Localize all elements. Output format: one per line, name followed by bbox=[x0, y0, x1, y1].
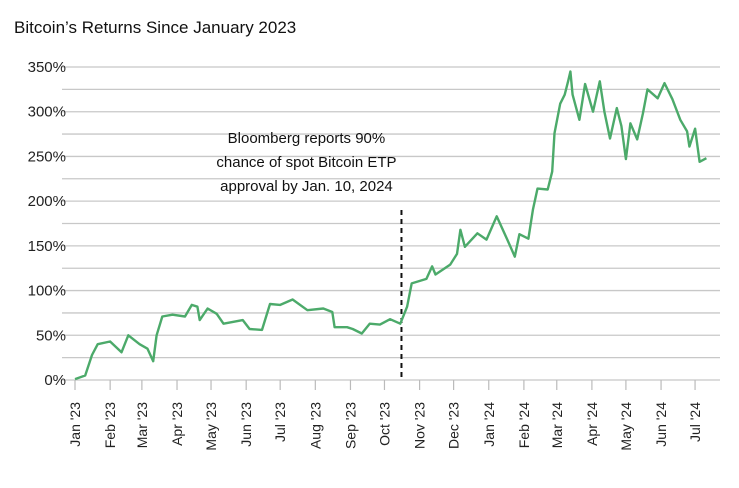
x-axis: Jan '23 Feb '23 Mar '23 Apr '23 May '23 Jun '… bbox=[67, 380, 703, 451]
y-tick-label: 50% bbox=[36, 327, 66, 344]
x-tick-label: Feb '23 bbox=[102, 402, 118, 448]
annotation: Bloomberg reports 90% chance of spot Bit… bbox=[216, 130, 403, 380]
annotation-text-line: chance of spot Bitcoin ETP bbox=[216, 154, 396, 171]
y-tick-label: 100% bbox=[28, 283, 66, 300]
annotation-text-line: Bloomberg reports 90% bbox=[228, 130, 386, 147]
y-tick-label: 150% bbox=[28, 238, 66, 255]
x-tick-label: Aug '23 bbox=[307, 402, 323, 449]
x-tick-label: Jan '24 bbox=[481, 402, 497, 447]
x-tick-label: May '23 bbox=[203, 402, 219, 451]
x-tick-label: Jun '24 bbox=[653, 402, 669, 447]
annotation-text-line: approval by Jan. 10, 2024 bbox=[220, 178, 393, 195]
x-tick-label: Jan '23 bbox=[67, 402, 83, 447]
x-tick-label: Jun '23 bbox=[238, 402, 254, 447]
x-tick-label: Oct '23 bbox=[376, 402, 392, 446]
x-tick-label: Apr '24 bbox=[584, 402, 600, 446]
x-tick-label: Apr '23 bbox=[169, 402, 185, 446]
chart-title: Bitcoin’s Returns Since January 2023 bbox=[14, 18, 296, 37]
x-tick-label: Jul '23 bbox=[272, 402, 288, 442]
series-line-bitcoin-returns bbox=[74, 70, 707, 381]
y-axis: 0% 50% 100% 150% 200% 250% 300% 350% bbox=[28, 59, 66, 389]
x-tick-label: Feb '24 bbox=[516, 402, 532, 448]
x-tick-label: Mar '24 bbox=[549, 402, 565, 448]
y-tick-label: 350% bbox=[28, 59, 66, 76]
x-tick-label: Sep '23 bbox=[342, 402, 358, 449]
gridlines bbox=[62, 66, 720, 381]
x-tick-label: Jul '24 bbox=[687, 402, 703, 442]
x-tick-label: Dec '23 bbox=[446, 402, 462, 449]
x-tick-label: May '24 bbox=[618, 402, 634, 451]
y-tick-label: 0% bbox=[44, 372, 66, 389]
y-tick-label: 300% bbox=[28, 104, 66, 121]
x-tick-label: Mar '23 bbox=[134, 402, 150, 448]
x-tick-label: Nov '23 bbox=[412, 402, 428, 449]
y-tick-label: 200% bbox=[28, 193, 66, 210]
y-tick-label: 250% bbox=[28, 148, 66, 165]
